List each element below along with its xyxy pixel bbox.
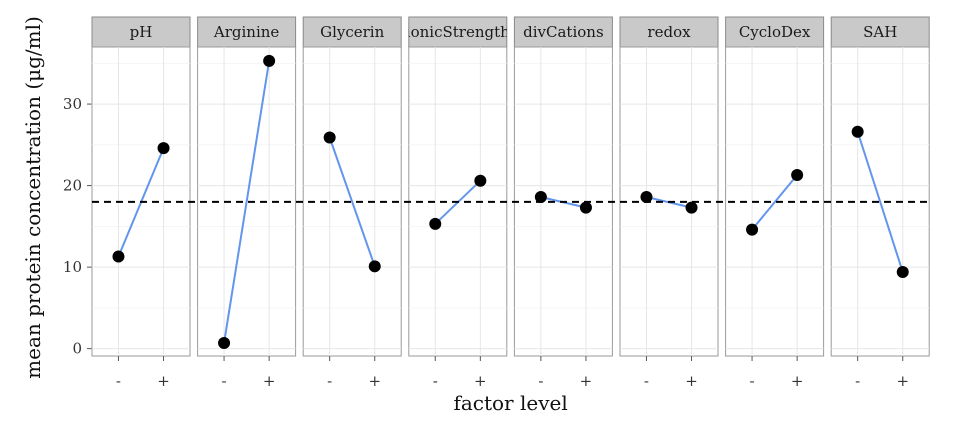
data-point	[791, 169, 804, 182]
y-tick-label: 10	[63, 258, 82, 276]
x-tick-label: -	[750, 372, 755, 390]
data-point	[579, 201, 592, 214]
x-tick-label: +	[580, 372, 593, 390]
data-point	[685, 201, 698, 214]
data-point	[640, 191, 653, 204]
facet-panel-arginine: Arginine - +	[197, 16, 297, 390]
facet-panel-divcations: divCations - +	[513, 16, 613, 390]
data-point	[474, 174, 487, 187]
x-tick-label: +	[791, 372, 804, 390]
facet-strip-label: divCations	[523, 23, 604, 41]
facet-strip-label: CycloDex	[739, 23, 811, 41]
x-tick-label: +	[263, 372, 276, 390]
y-tick-label: 20	[63, 177, 82, 195]
x-tick-label: +	[474, 372, 487, 390]
facet-strip	[91, 16, 191, 48]
x-tick-label: -	[644, 372, 649, 390]
facet-panel-cyclodex: CycloDex - +	[725, 16, 825, 390]
facet-panel-glycerin: Glycerin - +	[302, 16, 402, 390]
facet-strip	[197, 16, 297, 48]
facet-strip-label: Arginine	[213, 23, 280, 41]
facet-panel-ph: pH - +	[91, 16, 191, 390]
y-axis-title: mean protein concentration (μg/ml)	[21, 16, 45, 379]
x-tick-label: -	[222, 372, 227, 390]
facet-strip	[619, 16, 719, 48]
y-tick-label: 0	[72, 340, 82, 358]
series-line	[856, 131, 904, 273]
series-line	[328, 137, 376, 267]
data-point	[218, 336, 231, 349]
facet-panel-ionicstrength: ionicStrength - +	[406, 16, 510, 390]
facet-strip-label: Glycerin	[320, 23, 384, 41]
facet-strip	[408, 16, 508, 48]
facet-strip-label: pH	[130, 23, 153, 41]
facet-strip-label: ionicStrength	[406, 23, 510, 41]
x-tick-label: -	[116, 372, 121, 390]
x-tick-label: +	[157, 372, 170, 390]
data-point	[746, 223, 759, 236]
series-line	[223, 60, 271, 344]
data-point	[896, 266, 909, 279]
data-point	[263, 54, 276, 67]
x-tick-label: -	[433, 372, 438, 390]
facet-strip-label: redox	[647, 23, 691, 41]
data-point	[323, 131, 336, 144]
data-point	[851, 125, 864, 138]
y-tick-label: 30	[63, 95, 82, 113]
data-point	[368, 260, 381, 273]
facet-panel-redox: redox - +	[619, 16, 719, 390]
data-point	[429, 217, 442, 230]
x-tick-label: -	[327, 372, 332, 390]
facet-strip	[302, 16, 402, 48]
facet-strip-label: SAH	[863, 23, 897, 41]
x-tick-label: -	[538, 372, 543, 390]
x-tick-label: +	[896, 372, 909, 390]
x-axis-title: factor level	[453, 391, 567, 415]
facet-panel-sah: SAH - +	[830, 16, 930, 390]
x-tick-label: +	[685, 372, 698, 390]
x-tick-label: +	[368, 372, 381, 390]
series-line	[751, 174, 798, 231]
data-point	[157, 142, 170, 155]
facet-strip	[725, 16, 825, 48]
data-point	[534, 191, 547, 204]
data-point	[112, 250, 125, 263]
x-tick-label: -	[855, 372, 860, 390]
